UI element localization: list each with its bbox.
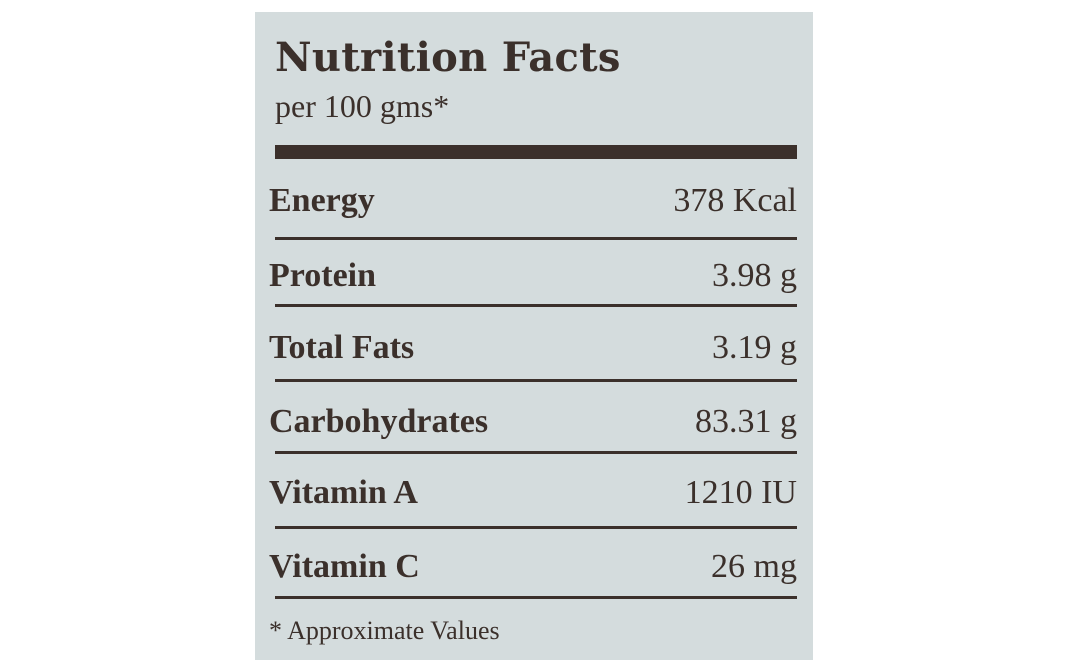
- nutrient-name: Carbohydrates: [269, 403, 489, 440]
- thick-divider: [275, 145, 797, 159]
- nutrient-name: Vitamin A: [269, 474, 418, 511]
- nutrient-name: Total Fats: [269, 329, 415, 366]
- row-divider: [275, 237, 797, 240]
- row-divider: [275, 304, 797, 307]
- nutrient-name: Energy: [269, 182, 375, 219]
- nutrition-label: Nutrition Facts per 100 gms* Energy 378 …: [255, 12, 813, 660]
- label-title: Nutrition Facts: [275, 34, 621, 81]
- nutrient-row-protein: Protein 3.98 g: [269, 255, 797, 295]
- nutrient-row-carbohydrates: Carbohydrates 83.31 g: [269, 401, 797, 441]
- footnote: * Approximate Values: [269, 616, 500, 645]
- nutrient-value: 378 Kcal: [673, 182, 797, 219]
- nutrient-value: 3.19 g: [712, 329, 797, 366]
- nutrient-value: 26 mg: [711, 548, 797, 585]
- serving-size: per 100 gms*: [275, 88, 450, 124]
- nutrient-row-energy: Energy 378 Kcal: [269, 180, 797, 220]
- row-divider: [275, 596, 797, 599]
- nutrient-value: 83.31 g: [695, 403, 797, 440]
- row-divider: [275, 526, 797, 529]
- nutrient-value: 1210 IU: [684, 474, 797, 511]
- nutrient-row-vitamin-c: Vitamin C 26 mg: [269, 546, 797, 586]
- nutrient-row-total-fats: Total Fats 3.19 g: [269, 327, 797, 367]
- nutrient-row-vitamin-a: Vitamin A 1210 IU: [269, 472, 797, 512]
- row-divider: [275, 379, 797, 382]
- nutrient-name: Vitamin C: [269, 548, 420, 585]
- nutrient-name: Protein: [269, 257, 377, 294]
- row-divider: [275, 451, 797, 454]
- nutrient-value: 3.98 g: [712, 257, 797, 294]
